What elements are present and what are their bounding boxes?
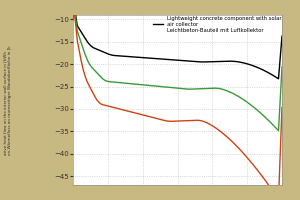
Text: ative heat flow on the interior wall surface in [kWh
en-Wärmefluss an raumseitig: ative heat flow on the interior wall sur… [4, 45, 12, 155]
Legend: Lightweight concrete component with solar
air collector
Leichtbeton-Bauteil mit : Lightweight concrete component with sola… [153, 16, 281, 33]
